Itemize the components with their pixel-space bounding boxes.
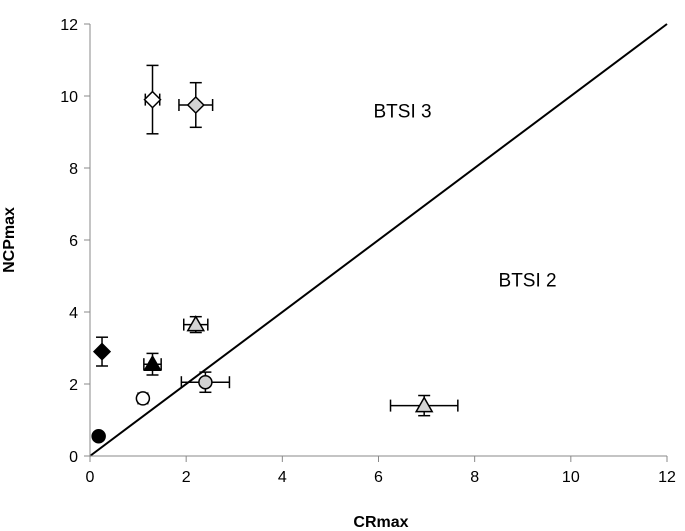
- circle-marker: [198, 374, 213, 390]
- circle-marker: [91, 428, 106, 444]
- triangle-marker: [143, 354, 162, 371]
- y-tick-label: 8: [69, 161, 78, 178]
- annotation-btsi-2: BTSI 2: [499, 271, 557, 292]
- y-tick-label: 10: [60, 89, 78, 106]
- y-tick-label: 2: [69, 377, 78, 394]
- y-tick-label: 0: [69, 449, 78, 466]
- triangle-marker: [186, 315, 206, 332]
- data-point: [92, 336, 112, 367]
- diamond-marker: [186, 95, 205, 115]
- data-point: [91, 428, 106, 444]
- y-axis-label: NCPmax: [1, 207, 18, 273]
- y-tick-label: 6: [69, 233, 78, 250]
- circle-marker: [135, 391, 151, 406]
- data-point: [178, 81, 214, 129]
- x-tick-label: 4: [278, 469, 287, 486]
- diamond-marker: [92, 342, 112, 361]
- x-tick-label: 2: [182, 469, 191, 486]
- data-point: [135, 391, 151, 406]
- annotation-btsi-3: BTSI 3: [374, 101, 432, 122]
- x-tick-label: 6: [374, 469, 383, 486]
- x-tick-label: 10: [562, 469, 580, 486]
- axes: [84, 23, 668, 462]
- reference-line-layer: [89, 23, 668, 457]
- tick-labels: 0 2 4 6 8 10 12 0 2 4 6 8 10 12: [60, 17, 676, 486]
- x-axis-label: CRmax: [353, 514, 408, 531]
- data-points: [91, 64, 459, 444]
- diagonal-line: [89, 23, 668, 457]
- y-tick-label: 4: [69, 305, 78, 322]
- y-tick-label: 12: [60, 17, 78, 34]
- x-tick-label: 8: [470, 469, 479, 486]
- data-point: [143, 64, 162, 135]
- data-point: [183, 315, 209, 334]
- data-point: [389, 394, 459, 417]
- x-tick-label: 0: [86, 469, 95, 486]
- data-point: [143, 352, 162, 376]
- diamond-marker: [143, 90, 162, 109]
- triangle-marker: [414, 396, 434, 413]
- x-tick-label: 12: [658, 469, 676, 486]
